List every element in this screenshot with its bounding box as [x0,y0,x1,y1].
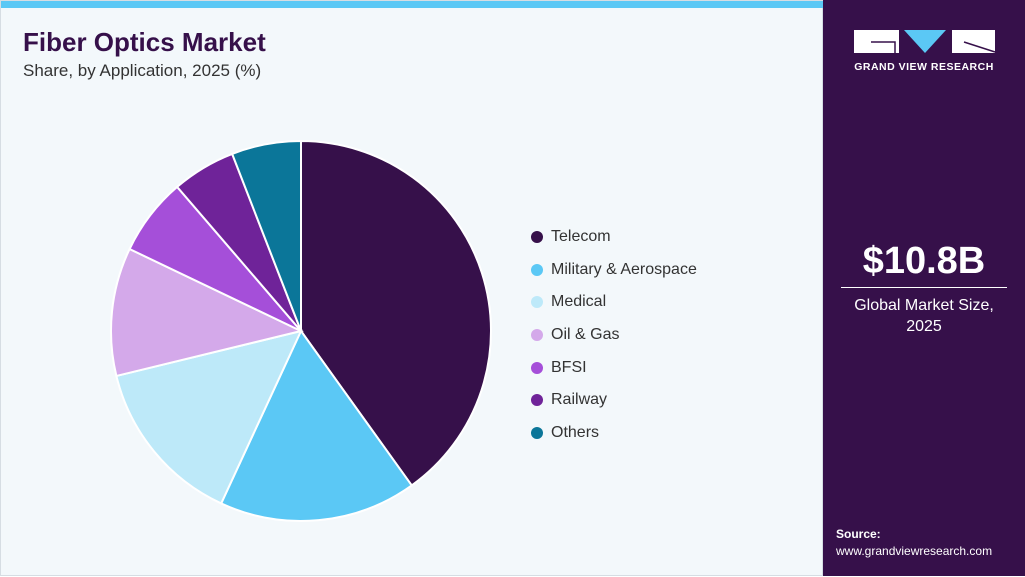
legend-swatch [531,263,543,276]
source: Source: www.grandviewresearch.com [836,526,992,560]
legend-label: Oil & Gas [551,326,620,344]
chart-panel: Fiber Optics Market Share, by Applicatio… [0,0,824,576]
market-size-value: $10.8B [862,240,986,282]
legend-swatch [531,231,543,244]
caption-line-1: Global Market Size, [854,297,994,314]
legend-swatch [531,426,543,439]
accent-bar [1,1,824,8]
legend-item: Military & Aerospace [531,254,697,287]
legend-item: BFSI [531,351,697,384]
logo-text: GRAND VIEW RESEARCH [854,61,994,73]
source-url[interactable]: www.grandviewresearch.com [836,544,993,558]
legend-swatch [531,296,543,309]
pie-slice-telecom [300,139,492,487]
legend-item: Medical [531,286,697,319]
market-size-caption: Global Market Size, 2025 [823,295,1025,337]
pie-slice-medical [115,329,303,505]
legend-item: Telecom [531,221,697,254]
legend-label: BFSI [551,358,587,376]
source-label: Source: [836,527,881,541]
legend-item: Oil & Gas [531,319,697,352]
legend-item: Railway [531,384,697,417]
divider [841,287,1007,288]
legend-label: Medical [551,293,607,311]
pie-slice-others [230,139,302,332]
pie-slice-oil-gas [110,247,304,378]
legend-label: Telecom [551,228,611,246]
gvr-logo [854,30,996,53]
legend-label: Railway [551,391,608,409]
pie-chart [110,139,492,522]
caption-line-2: 2025 [906,318,942,335]
legend-swatch [531,361,543,374]
sidebar: GRAND VIEW RESEARCH $10.8B Global Market… [823,0,1025,576]
legend-swatch [531,329,543,342]
legend-swatch [531,394,543,407]
chart-subtitle: Share, by Application, 2025 (%) [23,61,262,80]
chart-title: Fiber Optics Market [23,27,266,57]
legend: Telecom Military & Aerospace Medical Oil & … [531,221,697,449]
legend-label: Others [551,423,600,441]
legend-label: Military & Aerospace [551,260,697,278]
pie-slice-military-aerospace [219,329,414,522]
legend-item: Others [531,417,697,450]
